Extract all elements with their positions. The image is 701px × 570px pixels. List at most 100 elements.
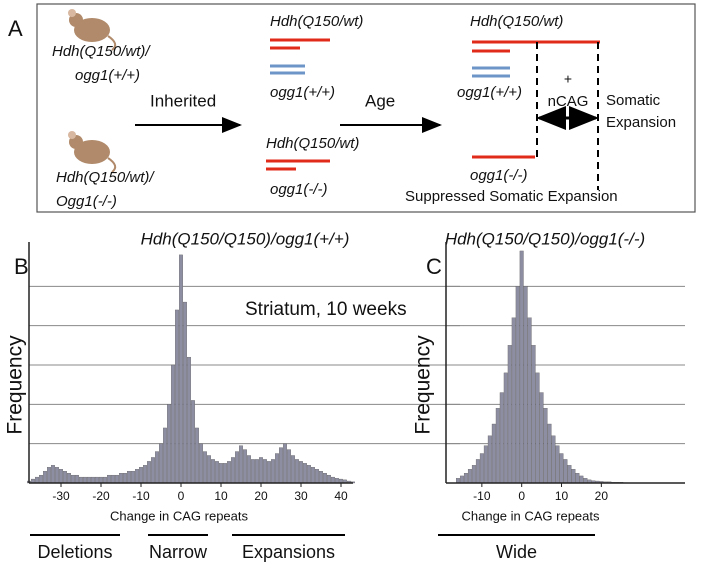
bar (207, 455, 211, 484)
bar (243, 449, 247, 484)
bar (67, 473, 71, 484)
x-tick-label: -30 (52, 489, 70, 503)
range-label: Expansions (242, 542, 335, 562)
bar (527, 317, 532, 484)
bar (215, 461, 219, 484)
genotype: ogg1(-/-) (270, 181, 328, 198)
annotation: Somatic (606, 92, 661, 109)
bar (551, 435, 556, 484)
bar (95, 476, 99, 484)
bar (507, 345, 512, 484)
bar (287, 449, 291, 484)
x-tick-label: 30 (294, 489, 308, 503)
bar (251, 459, 255, 484)
bar (479, 453, 484, 484)
bar (35, 476, 39, 484)
arrow-label: Inherited (150, 91, 216, 110)
bar (211, 459, 215, 484)
bar (259, 457, 263, 484)
annotation: Expansion (606, 114, 676, 131)
x-tick-label: -10 (473, 489, 491, 503)
bar (231, 457, 235, 484)
arrow-label: Age (365, 91, 395, 110)
bar (47, 467, 51, 484)
bar (307, 465, 311, 484)
panel-frame (36, 3, 696, 213)
bar (39, 474, 43, 484)
bar (247, 455, 251, 484)
bar (519, 250, 524, 484)
bar (239, 445, 243, 484)
bar (147, 461, 151, 484)
bar (131, 471, 135, 484)
bar (467, 469, 472, 484)
bar (75, 474, 79, 484)
bar (279, 447, 283, 484)
bar (227, 461, 231, 484)
bar (119, 473, 123, 484)
range-label: Narrow (149, 542, 208, 562)
bar (475, 459, 480, 484)
bar (235, 451, 239, 484)
bar (51, 465, 55, 484)
bar (135, 469, 139, 484)
x-axis-label: Change in CAG repeats (110, 508, 249, 523)
bar (311, 467, 315, 484)
bar (539, 392, 544, 484)
genotype: Hdh(Q150/wt) (270, 13, 363, 30)
bar (547, 423, 552, 484)
bar (103, 476, 107, 484)
bar (483, 445, 488, 484)
bar (323, 473, 327, 484)
genotype: Ogg1(-/-) (56, 193, 117, 210)
bar (99, 476, 103, 484)
bar (567, 465, 572, 484)
bar (299, 461, 303, 484)
bar (275, 453, 279, 484)
annotation: nCAG (548, 93, 589, 110)
bar (79, 476, 83, 484)
bar (499, 392, 504, 484)
genotype: Hdh(Q150/wt) (266, 135, 359, 152)
bar (331, 476, 335, 484)
bar (187, 356, 191, 484)
bar (515, 286, 520, 484)
y-axis-label: Frequency (4, 335, 27, 435)
bar (263, 459, 267, 484)
bar (523, 286, 528, 484)
genotype: Hdh(Q150/wt)/ (52, 43, 151, 60)
bar (575, 473, 580, 484)
bar (59, 469, 63, 484)
bar (139, 467, 143, 484)
genotype: ogg1(-/-) (470, 167, 528, 184)
bar (167, 404, 171, 484)
x-tick-label: 20 (595, 489, 609, 503)
bar (107, 474, 111, 484)
panel-a: A Hdh(Q150/wt)/ ogg1(+/+) Hdh(Q150/wt)/ … (8, 3, 696, 213)
bar (531, 345, 536, 484)
bar (71, 474, 75, 484)
bar (159, 443, 163, 484)
bar (183, 301, 187, 484)
genotype: ogg1(+/+) (75, 67, 140, 84)
bar (555, 445, 560, 484)
bar (503, 372, 508, 484)
bar (63, 471, 67, 484)
bar (123, 473, 127, 484)
bar (563, 459, 568, 484)
genotype: Hdh(Q150/wt)/ (56, 169, 155, 186)
bar (495, 408, 500, 484)
bar (271, 459, 275, 484)
bar (175, 309, 179, 484)
bar (327, 474, 331, 484)
x-tick-label: 40 (334, 489, 348, 503)
bar (459, 475, 464, 484)
x-tick-label: -20 (92, 489, 110, 503)
x-tick-label: 10 (555, 489, 569, 503)
bar (463, 473, 468, 484)
bar (267, 461, 271, 484)
bar (471, 465, 476, 484)
bar (87, 476, 91, 484)
x-tick-label: 10 (214, 489, 228, 503)
